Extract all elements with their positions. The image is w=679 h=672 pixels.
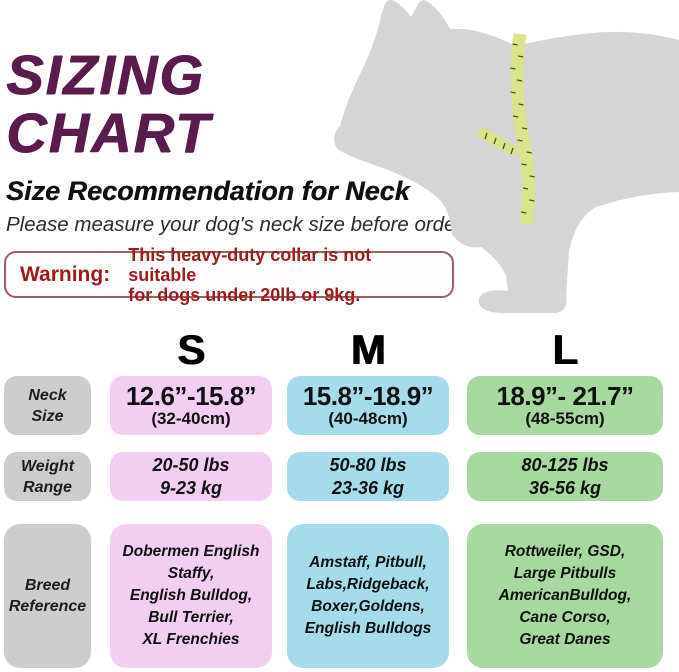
page-subtitle: Size Recommendation for Neck [6, 176, 410, 206]
warning-box: Warning: This heavy-duty collar is not s… [4, 245, 454, 305]
neck-size-l-inches: 18.9”- 21.7” [496, 381, 634, 411]
neck-size-m-cm: (40-48cm) [328, 409, 408, 428]
neck-size-cell-s: 12.6”-15.8” (32-40cm) [110, 376, 272, 435]
measure-note: Please measure your dog's neck size befo… [6, 213, 490, 236]
breed-reference-m-value: Amstaff, Pitbull, Labs,Ridgeback, Boxer,… [304, 554, 432, 637]
page-title-line2: CHART [6, 101, 211, 164]
measuring-tape-branch [476, 126, 519, 157]
neck-size-cell-l: 18.9”- 21.7” (48-55cm) [467, 376, 663, 435]
weight-range-cell-m: 50-80 lbs 23-36 kg [287, 452, 449, 501]
row-label-breed-reference: Breed Reference [4, 524, 91, 668]
weight-range-cell-l: 80-125 lbs 36-56 kg [467, 452, 663, 501]
weight-range-m-value: 50-80 lbs 23-36 kg [329, 454, 407, 498]
breed-reference-cell-m: Amstaff, Pitbull, Labs,Ridgeback, Boxer,… [287, 524, 449, 668]
warning-message: This heavy-duty collar is not suitable f… [128, 244, 372, 305]
page-title-line1: SIZING [6, 43, 205, 106]
size-header-l: L [552, 326, 578, 373]
size-header-m: M [350, 326, 386, 373]
page-title: SIZING CHART [6, 46, 211, 162]
size-header-s: S [176, 326, 205, 373]
dog-illustration [330, 0, 679, 318]
weight-range-l-value: 80-125 lbs 36-56 kg [521, 454, 609, 498]
row-label-weight-range: Weight Range [4, 452, 91, 501]
neck-size-s-cm: (32-40cm) [151, 409, 231, 428]
neck-size-l-cm: (48-55cm) [525, 409, 605, 428]
dog-silhouette [334, 0, 679, 313]
neck-size-cell-m: 15.8”-18.9” (40-48cm) [287, 376, 449, 435]
weight-range-cell-s: 20-50 lbs 9-23 kg [110, 452, 272, 501]
measuring-tape [510, 33, 535, 225]
neck-size-s-inches: 12.6”-15.8” [125, 381, 257, 411]
breed-reference-l-value: Rottweiler, GSD, Large Pitbulls American… [498, 543, 632, 648]
breed-reference-cell-l: Rottweiler, GSD, Large Pitbulls American… [467, 524, 663, 668]
warning-label: Warning: [20, 262, 111, 286]
tape-tick-marks [484, 43, 535, 214]
dog-silhouette-icon [334, 0, 679, 313]
row-label-neck-size: Neck Size [4, 376, 91, 435]
breed-reference-s-value: Dobermen English Staffy, English Bulldog… [122, 543, 260, 648]
weight-range-s-value: 20-50 lbs 9-23 kg [152, 454, 230, 498]
breed-reference-cell-s: Dobermen English Staffy, English Bulldog… [110, 524, 272, 668]
neck-size-m-inches: 15.8”-18.9” [302, 381, 434, 411]
